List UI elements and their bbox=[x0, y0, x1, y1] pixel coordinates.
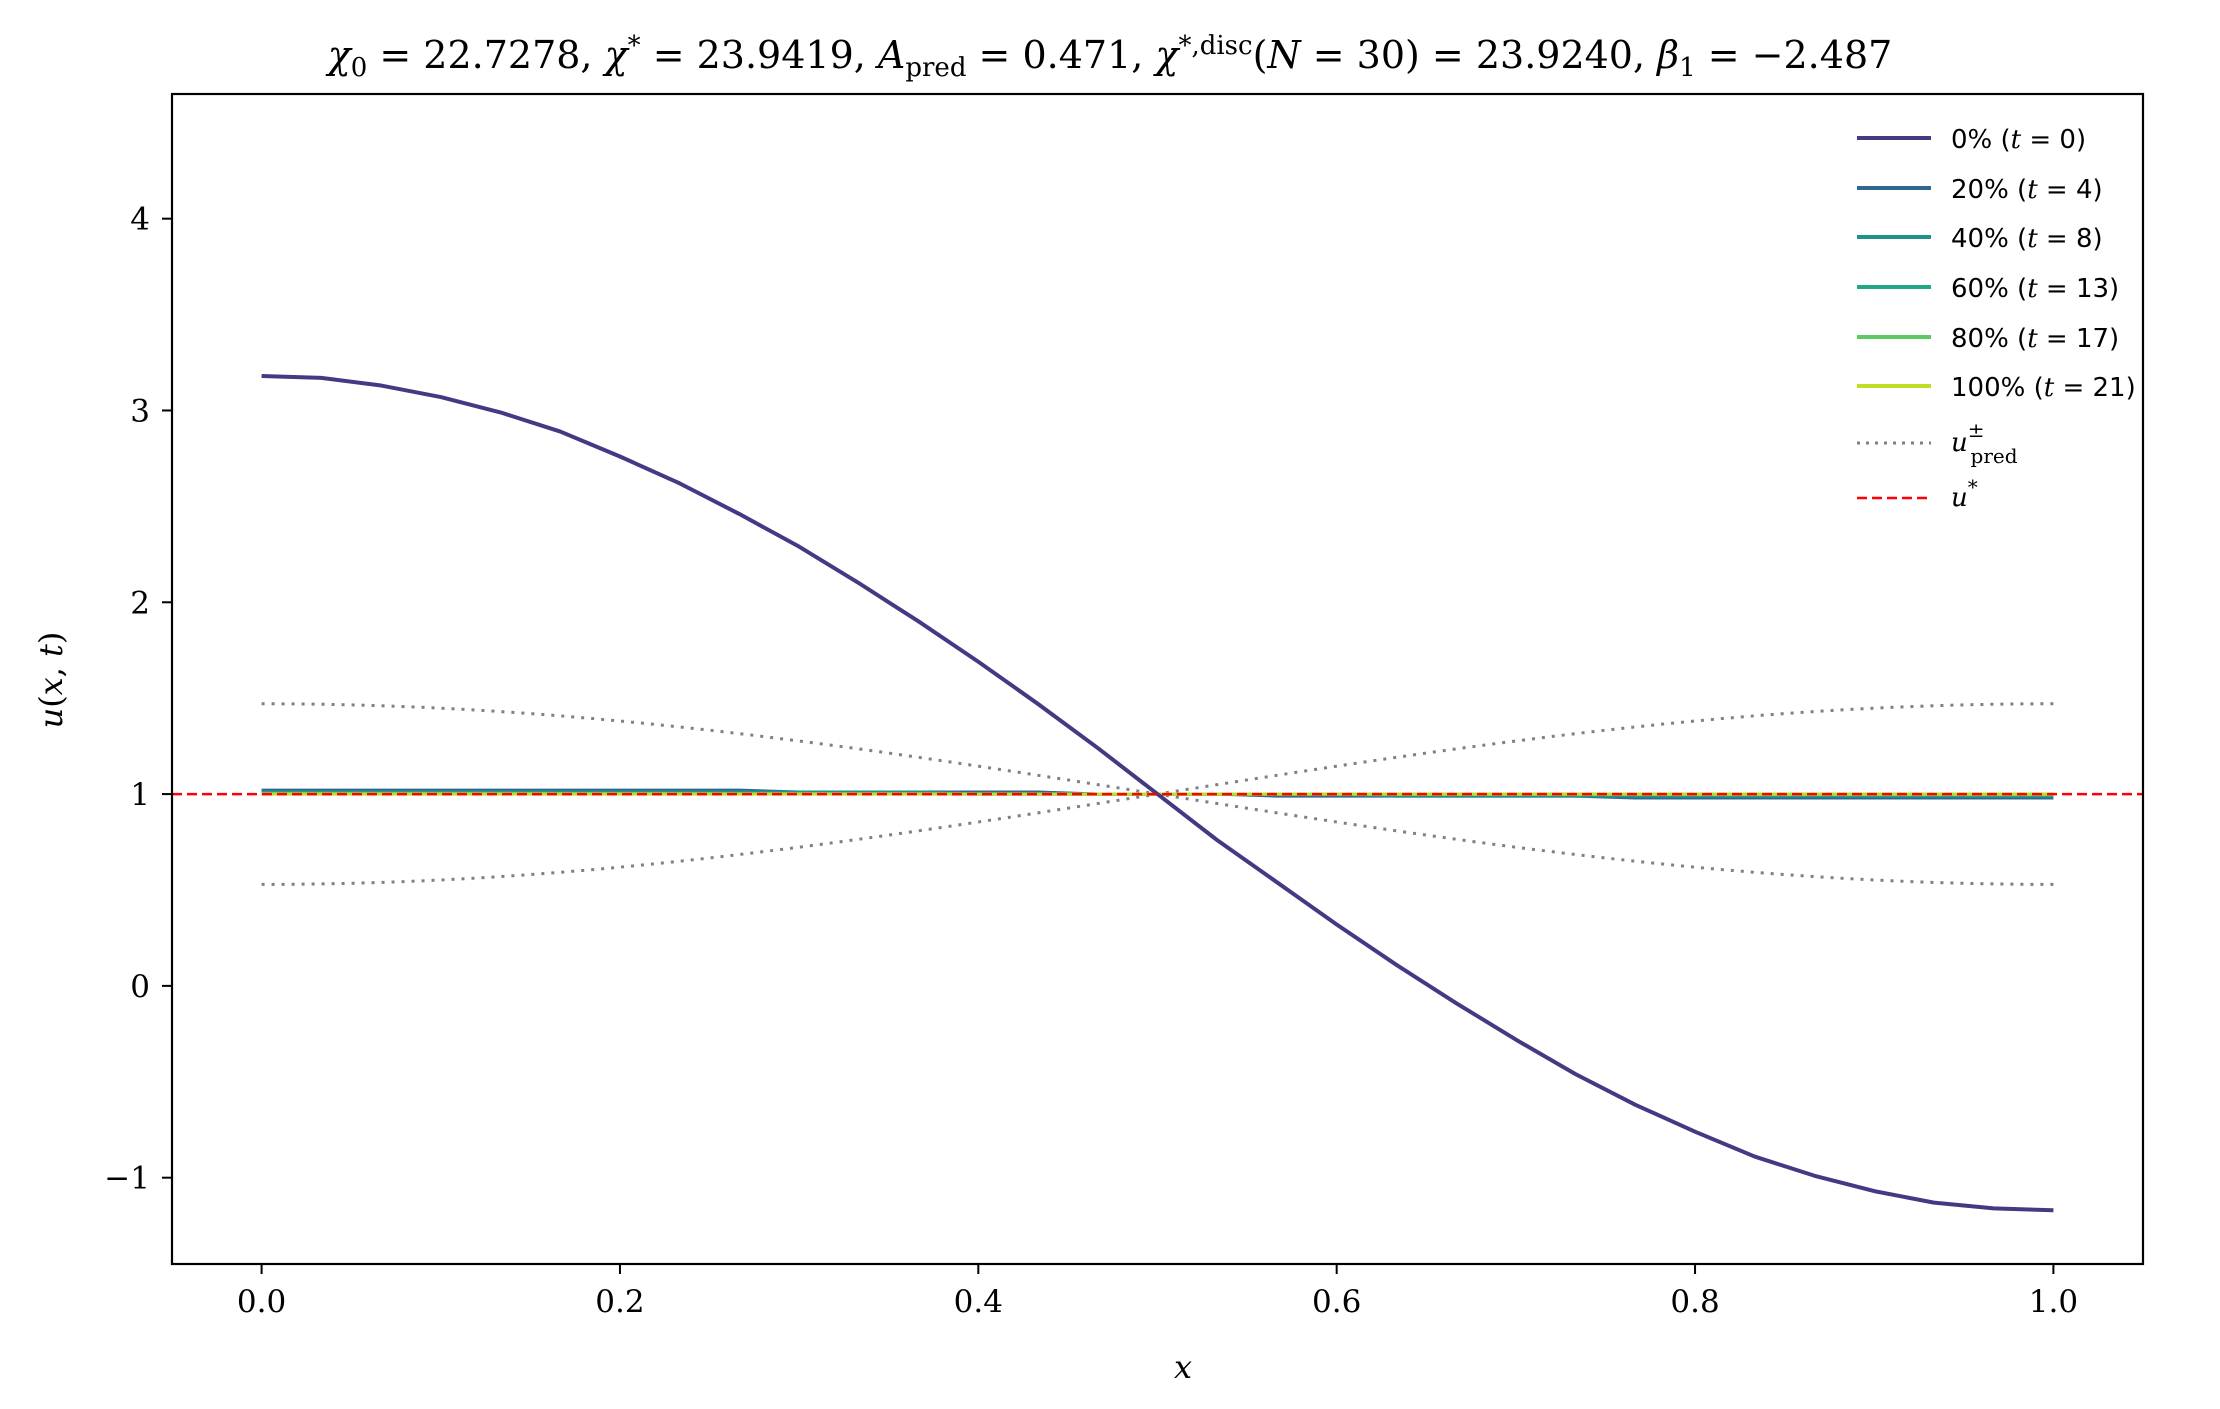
x-tick-label-2: 0.4 bbox=[954, 1284, 1003, 1320]
legend-label-0: 0% (t = 0) bbox=[1951, 125, 2086, 155]
x-tick-label-3: 0.6 bbox=[1312, 1284, 1361, 1320]
chart-title: χ0 = 22.7278, χ* = 23.9419, Apred = 0.47… bbox=[325, 31, 1893, 83]
legend-label-ustar: u* bbox=[1951, 475, 1978, 513]
series-line-0 bbox=[261, 373, 2054, 1213]
y-tick-label-5: 4 bbox=[130, 202, 150, 238]
x-tick-label-5: 1.0 bbox=[2029, 1284, 2078, 1320]
legend-label-5: 100% (t = 21) bbox=[1951, 373, 2136, 403]
x-tick-label-4: 0.8 bbox=[1670, 1284, 1719, 1320]
x-tick-label-0: 0.0 bbox=[237, 1284, 286, 1320]
y-tick-label-4: 3 bbox=[130, 393, 150, 429]
y-tick-label-0: −1 bbox=[104, 1161, 150, 1197]
y-tick-label-2: 1 bbox=[130, 777, 150, 813]
y-tick-label-3: 2 bbox=[130, 585, 150, 621]
legend-label-3: 60% (t = 13) bbox=[1951, 274, 2119, 304]
legend-label-upred: u± pred bbox=[1951, 418, 2018, 468]
x-axis-label: x bbox=[1174, 1348, 1192, 1386]
y-axis-label: u(x, t) bbox=[32, 632, 70, 729]
axes-frame bbox=[170, 92, 2145, 1266]
axis-ticks: 0.0 0.2 0.4 0.6 0.8 1.0 −1 0 1 2 3 4 bbox=[104, 202, 2078, 1320]
plot-area bbox=[172, 373, 2143, 1213]
legend-label-1: 20% (t = 4) bbox=[1951, 175, 2103, 205]
x-tick-label-1: 0.2 bbox=[595, 1284, 644, 1320]
legend-label-2: 40% (t = 8) bbox=[1951, 224, 2103, 254]
y-tick-label-1: 0 bbox=[130, 969, 150, 1005]
legend-label-4: 80% (t = 17) bbox=[1951, 324, 2119, 354]
legend: 0% (t = 0) 20% (t = 4) 40% (t = 8) 60% (… bbox=[1857, 125, 2136, 513]
